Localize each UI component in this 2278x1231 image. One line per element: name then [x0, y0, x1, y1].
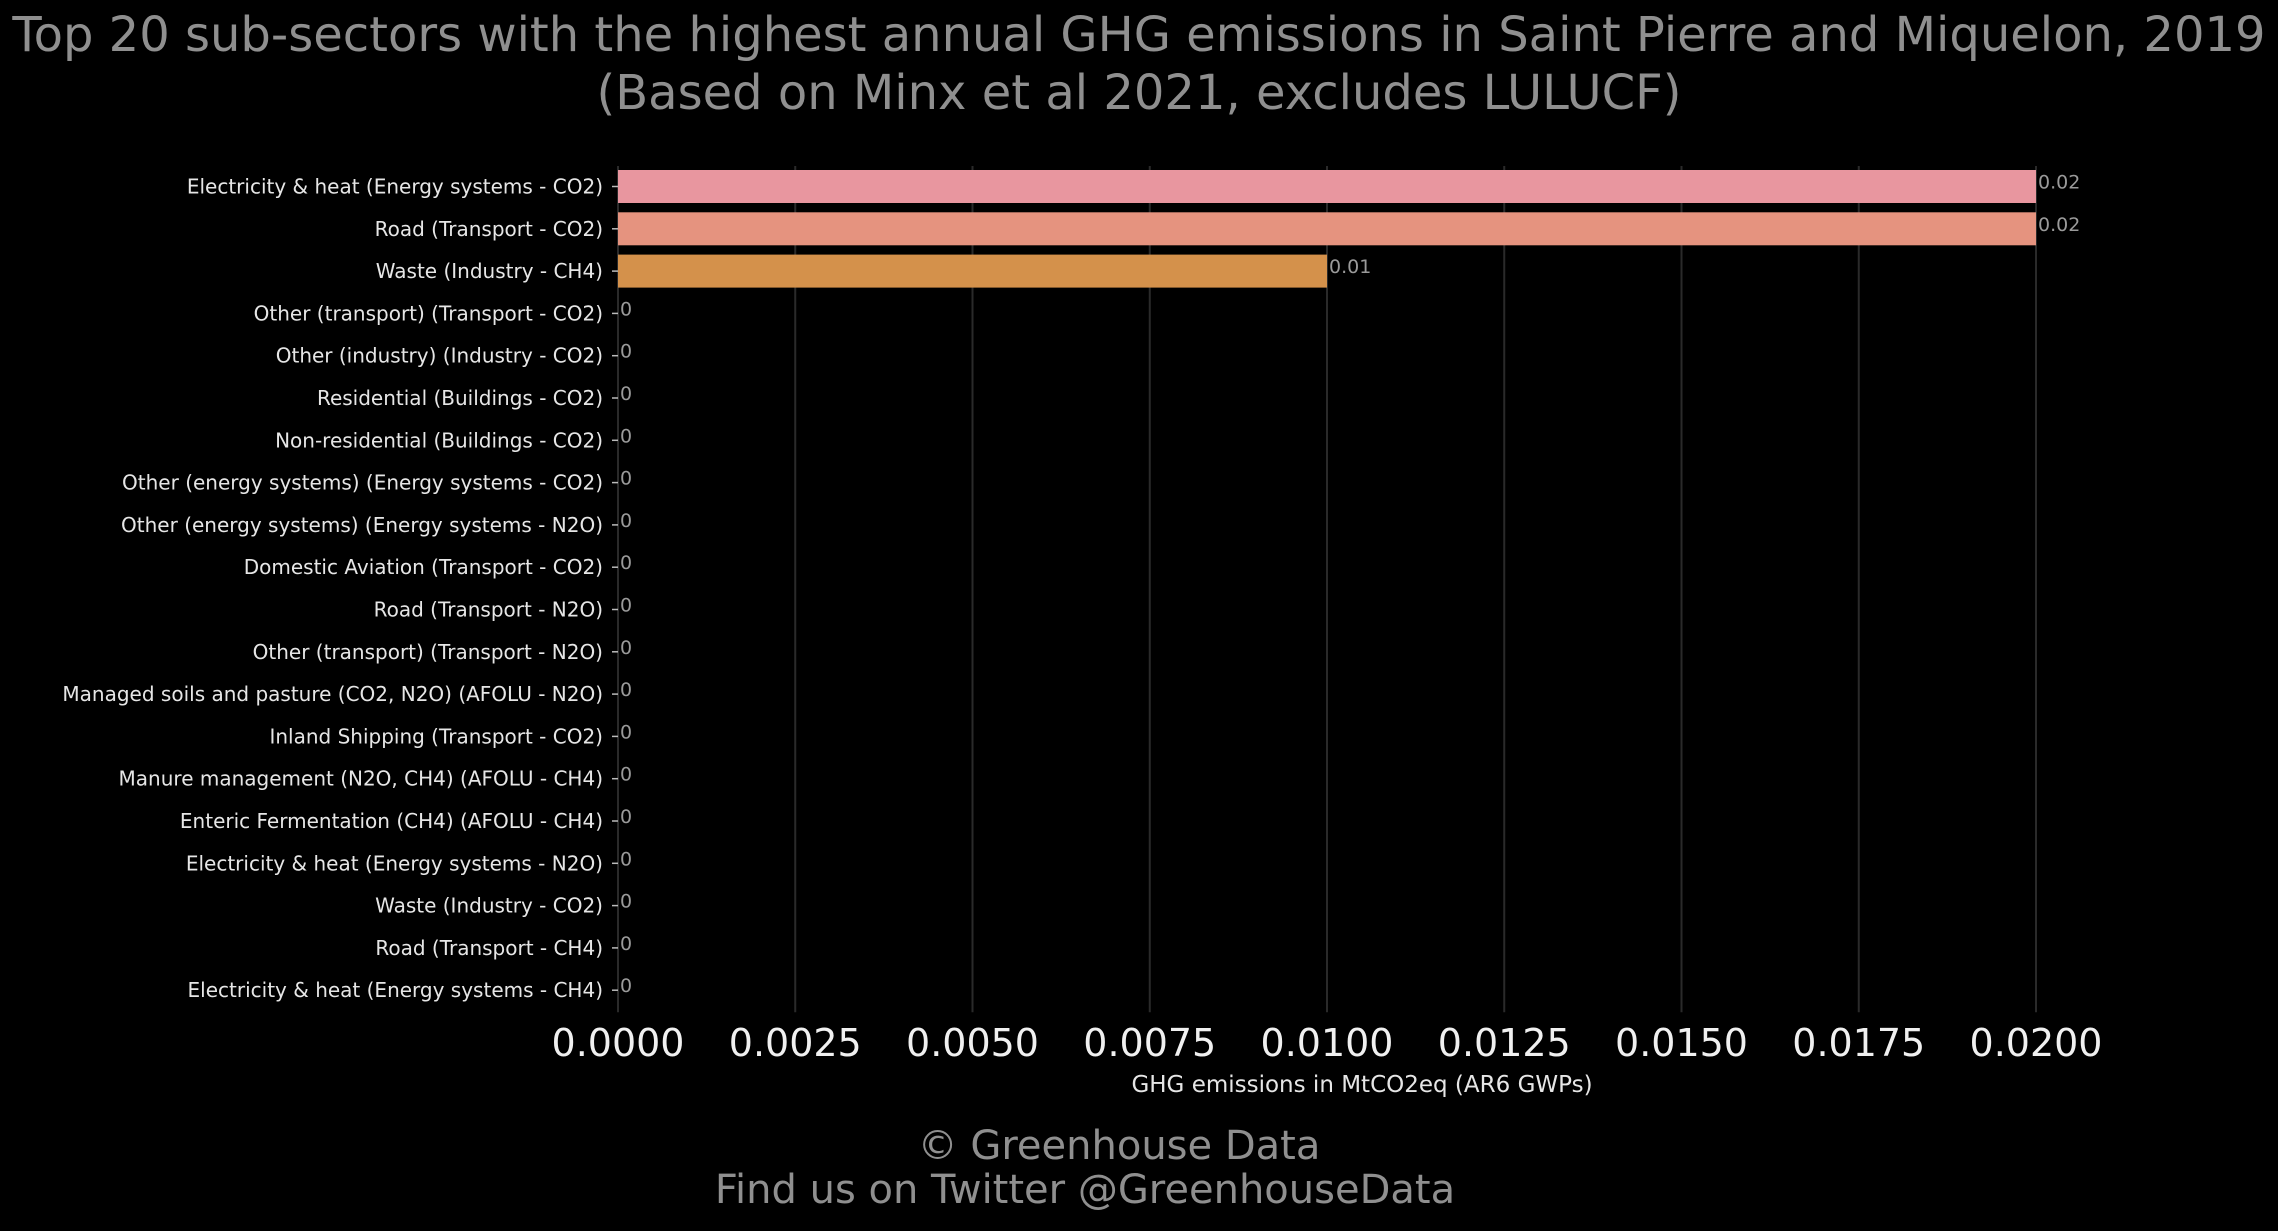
- y-tick-label: Waste (Industry - CO2): [375, 894, 603, 918]
- chart-title-line1: Top 20 sub-sectors with the highest annu…: [12, 7, 2266, 63]
- y-tick-label: Electricity & heat (Energy systems - N2O…: [186, 851, 603, 875]
- data-label: 0: [620, 891, 632, 913]
- grid-lines: [617, 166, 2037, 1013]
- y-tick-label: Other (energy systems) (Energy systems -…: [121, 513, 603, 537]
- y-tick-label: Residential (Buildings - CO2): [317, 386, 603, 410]
- x-tick-label: 0.0075: [1083, 1021, 1216, 1065]
- x-tick-label: 0.0050: [906, 1021, 1039, 1065]
- y-tick-label: Waste (Industry - CH4): [376, 259, 603, 283]
- bars: [618, 170, 2036, 288]
- data-label: 0: [620, 552, 632, 574]
- bar: [618, 212, 2036, 246]
- chart-subtitle: (Based on Minx et al 2021, excludes LULU…: [596, 65, 1682, 121]
- y-tick-label: Inland Shipping (Transport - CO2): [269, 724, 603, 748]
- data-labels: 0.02 0.02 0.01 0 0 0 0 0 0 0 0 0 0 0 0 0 0 0 0 0: [620, 172, 2080, 998]
- y-tick-label: Manure management (N2O, CH4) (AFOLU - CH…: [119, 767, 603, 791]
- data-label: 0: [620, 595, 632, 617]
- data-label: 0: [620, 764, 632, 786]
- x-tick-label: 0.0000: [552, 1021, 685, 1065]
- data-label: 0: [620, 341, 632, 363]
- y-tick-label: Road (Transport - CH4): [375, 936, 603, 960]
- data-label: 0: [620, 298, 632, 320]
- y-tick-label: Other (transport) (Transport - CO2): [254, 301, 603, 325]
- data-label: 0: [620, 425, 632, 447]
- data-label: 0.02: [2038, 214, 2080, 236]
- y-tick-label: Electricity & heat (Energy systems - CO2…: [187, 175, 603, 199]
- y-tick-label: Enteric Fermentation (CH4) (AFOLU - CH4): [180, 809, 603, 833]
- y-tick-label: Non-residential (Buildings - CO2): [275, 428, 603, 452]
- data-label: 0: [620, 679, 632, 701]
- twitter-text: Find us on Twitter @GreenhouseData: [714, 1167, 1456, 1213]
- bar: [618, 254, 1327, 288]
- y-tick-label: Domestic Aviation (Transport - CO2): [244, 555, 603, 579]
- x-axis-labels: 0.0000 0.0025 0.0050 0.0075 0.0100 0.0125 0.01…: [552, 1021, 2103, 1065]
- x-axis-title: GHG emissions in MtCO2eq (AR6 GWPs): [1131, 1072, 1592, 1098]
- data-label: 0: [620, 468, 632, 490]
- data-label: 0: [620, 637, 632, 659]
- data-label: 0: [620, 975, 632, 997]
- x-tick-label: 0.0100: [1261, 1021, 1394, 1065]
- y-tick-label: Road (Transport - N2O): [374, 598, 603, 622]
- y-tick-label: Road (Transport - CO2): [375, 217, 603, 241]
- data-label: 0: [620, 933, 632, 955]
- bar: [618, 170, 2036, 203]
- data-label: 0: [620, 806, 632, 828]
- x-tick-label: 0.0125: [1438, 1021, 1571, 1065]
- y-tick-label: Electricity & heat (Energy systems - CH4…: [188, 978, 603, 1002]
- data-label: 0: [620, 510, 632, 532]
- y-tick-label: Other (energy systems) (Energy systems -…: [122, 471, 603, 495]
- y-tick-label: Managed soils and pasture (CO2, N2O) (AF…: [62, 682, 603, 706]
- x-tick-label: 0.0025: [729, 1021, 862, 1065]
- x-tick-label: 0.0150: [1615, 1021, 1748, 1065]
- credits: © Greenhouse Data Find us on Twitter @Gr…: [0, 1124, 2278, 1212]
- chart-title: Top 20 sub-sectors with the highest annu…: [0, 6, 2278, 122]
- y-tick-label: Other (transport) (Transport - N2O): [253, 640, 603, 664]
- data-label: 0: [620, 721, 632, 743]
- x-tick-label: 0.0175: [1792, 1021, 1925, 1065]
- x-tick-label: 0.0200: [1970, 1021, 2103, 1065]
- data-label: 0: [620, 848, 632, 870]
- data-label: 0.01: [1329, 256, 1371, 278]
- copyright-text: © Greenhouse Data: [917, 1123, 1321, 1169]
- data-label: 0: [620, 383, 632, 405]
- y-axis-labels: Electricity & heat (Energy systems - CO2…: [62, 175, 618, 1002]
- data-label: 0.02: [2038, 172, 2080, 194]
- y-tick-label: Other (industry) (Industry - CO2): [276, 344, 603, 368]
